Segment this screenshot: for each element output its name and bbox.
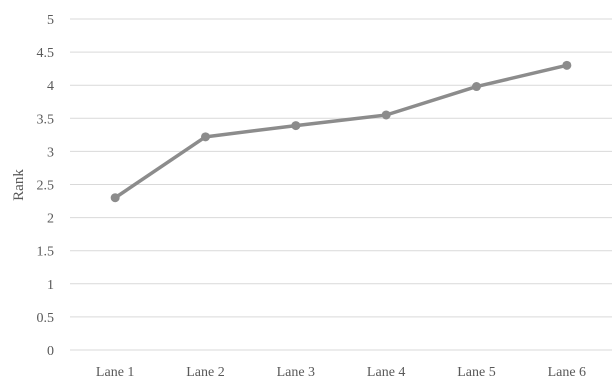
y-tick-label: 4 — [47, 79, 54, 94]
y-tick-label: 1.5 — [37, 245, 55, 260]
y-tick-label: 0 — [47, 344, 54, 359]
x-axis-tick-labels: Lane 1 Lane 2 Lane 3 Lane 4 Lane 5 Lane 6 — [96, 365, 586, 380]
data-point — [562, 60, 572, 70]
x-tick-label: Lane 6 — [548, 365, 586, 380]
series-line — [113, 63, 569, 200]
x-tick-label: Lane 3 — [277, 365, 315, 380]
y-tick-label: 2.5 — [37, 179, 55, 194]
y-tick-label: 1 — [47, 278, 54, 293]
x-tick-label: Lane 1 — [96, 365, 134, 380]
data-point — [201, 132, 210, 142]
y-tick-label: 2 — [47, 212, 54, 227]
gridlines — [70, 18, 612, 351]
data-point — [291, 121, 301, 131]
y-axis-tick-labels: 0 0.5 1 1.5 2 2.5 3 3.5 4 4.5 5 — [37, 13, 55, 359]
y-axis-title: Rank — [11, 169, 27, 201]
y-tick-label: 0.5 — [37, 311, 55, 326]
data-point — [110, 193, 120, 203]
y-tick-label: 4.5 — [37, 46, 55, 61]
y-tick-label: 5 — [47, 13, 54, 28]
data-point — [381, 110, 391, 120]
data-point — [472, 82, 481, 92]
x-tick-label: Lane 2 — [186, 365, 224, 380]
y-tick-label: 3.5 — [37, 112, 55, 127]
x-tick-label: Lane 4 — [367, 365, 405, 380]
x-tick-label: Lane 5 — [457, 365, 495, 380]
series-layer — [110, 60, 572, 203]
y-tick-label: 3 — [47, 145, 54, 160]
